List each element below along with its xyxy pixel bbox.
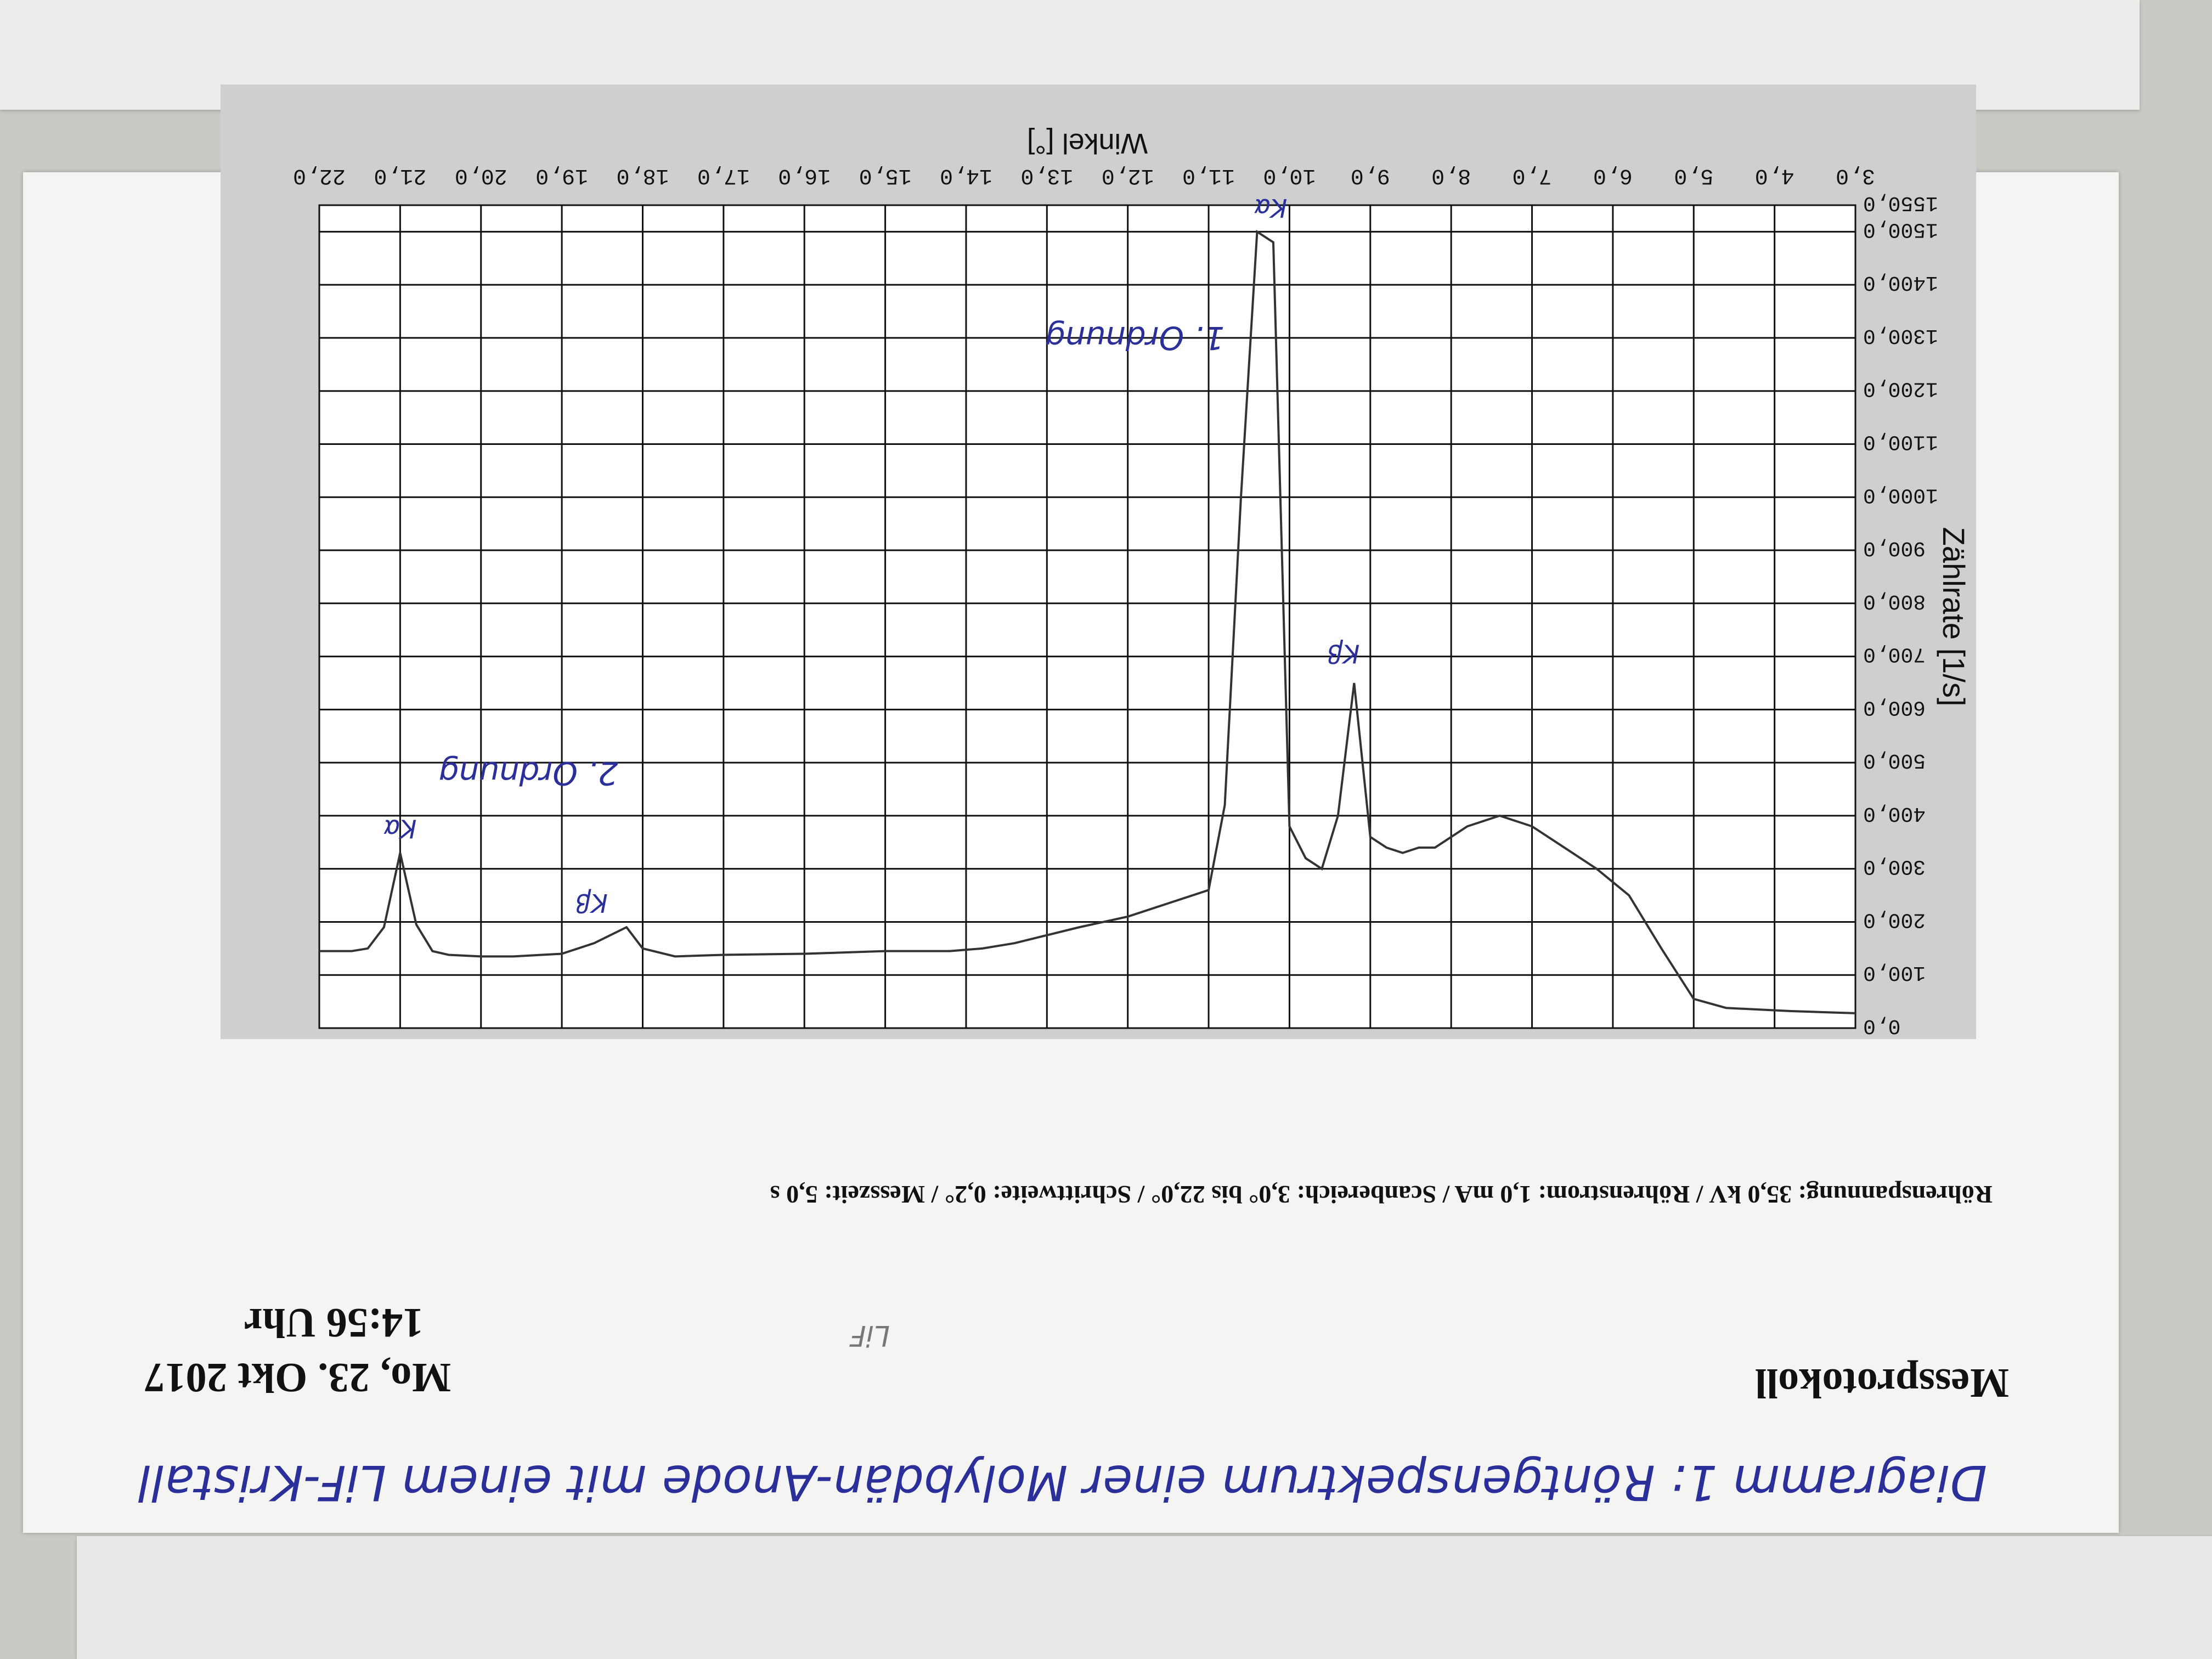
x-tick-label: 4,0 xyxy=(1755,163,1795,188)
x-tick-label: 14,0 xyxy=(940,163,992,188)
x-tick-label: 18,0 xyxy=(616,163,669,188)
x-tick-label: 19,0 xyxy=(535,163,588,188)
x-axis-label: Winkel [°] xyxy=(1027,127,1148,159)
x-tick-label: 15,0 xyxy=(859,163,912,188)
y-tick-label: 800,0 xyxy=(1863,589,1926,613)
handwritten-annotation: Kβ xyxy=(1327,639,1360,668)
document-time: 14:56 Uhr xyxy=(244,1300,424,1346)
x-tick-label: 10,0 xyxy=(1263,163,1316,188)
x-tick-label: 5,0 xyxy=(1674,163,1713,188)
y-tick-label: 500,0 xyxy=(1863,748,1926,772)
y-tick-label: 1400,0 xyxy=(1863,270,1938,294)
document-date: Mo, 23. Okt 2017 xyxy=(144,1355,451,1401)
document-sheet: Diagramm 1: Röntgenspektrum einer Molybd… xyxy=(23,84,2119,1533)
x-tick-label: 16,0 xyxy=(778,163,831,188)
handwritten-annotation: Kα xyxy=(383,814,417,844)
x-tick-label: 6,0 xyxy=(1593,163,1633,188)
x-tick-label: 7,0 xyxy=(1513,163,1552,188)
chart-title: Röhrenspannung: 35,0 kV / Röhrenstrom: 1… xyxy=(770,1181,1993,1209)
y-tick-label: 700,0 xyxy=(1863,642,1926,666)
y-tick-label: 400,0 xyxy=(1863,802,1926,825)
x-tick-label: 17,0 xyxy=(697,163,750,188)
handwritten-annotation: Kα xyxy=(1254,193,1288,223)
y-tick-label: 1100,0 xyxy=(1863,430,1938,453)
x-tick-label: 8,0 xyxy=(1431,163,1471,188)
x-tick-label: 13,0 xyxy=(1020,163,1073,188)
x-tick-label: 21,0 xyxy=(374,163,426,188)
y-tick-label: 200,0 xyxy=(1863,907,1926,931)
handwritten-annotation: 1. Ordnung xyxy=(1045,319,1224,357)
y-tick-label: 1000,0 xyxy=(1863,483,1938,506)
chart: 3,0 4,0 5,0 6,0 7,0 8,0 9,0 10,0 11,0 12,0 13,0 14,… xyxy=(221,84,1976,1039)
y-tick-label: 1500,0 xyxy=(1863,217,1938,241)
x-tick-label: 3,0 xyxy=(1836,163,1875,188)
x-tick-label: 12,0 xyxy=(1102,163,1154,188)
document-title: Messprotokoll xyxy=(1754,1360,2009,1406)
crystal-note: LiF xyxy=(849,1319,890,1352)
handwritten-annotation: 2. Ordnung xyxy=(439,754,618,792)
y-tick-label: 900,0 xyxy=(1863,536,1926,560)
y-tick-label: 1300,0 xyxy=(1863,324,1938,347)
handwritten-annotation: Kβ xyxy=(575,888,608,918)
y-tick-label: 0,0 xyxy=(1863,1014,1900,1037)
y-tick-label: 300,0 xyxy=(1863,855,1926,878)
x-tick-label: 9,0 xyxy=(1351,163,1390,188)
y-axis-label: Zählrate [1/s] xyxy=(1937,527,1971,707)
y-tick-label: 1200,0 xyxy=(1863,377,1938,400)
x-tick-label: 22,0 xyxy=(293,163,346,188)
x-tick-label: 20,0 xyxy=(455,163,507,188)
series-line xyxy=(319,229,1856,1014)
y-tick-label: 600,0 xyxy=(1863,695,1926,719)
y-tick-label: 100,0 xyxy=(1863,961,1926,984)
diagram-caption: Diagramm 1: Röntgenspektrum einer Molybd… xyxy=(138,1454,1987,1511)
y-tick-label: 1550,0 xyxy=(1863,191,1938,215)
background-paper-bottom xyxy=(77,1536,2212,1659)
x-tick-label: 11,0 xyxy=(1182,163,1235,188)
